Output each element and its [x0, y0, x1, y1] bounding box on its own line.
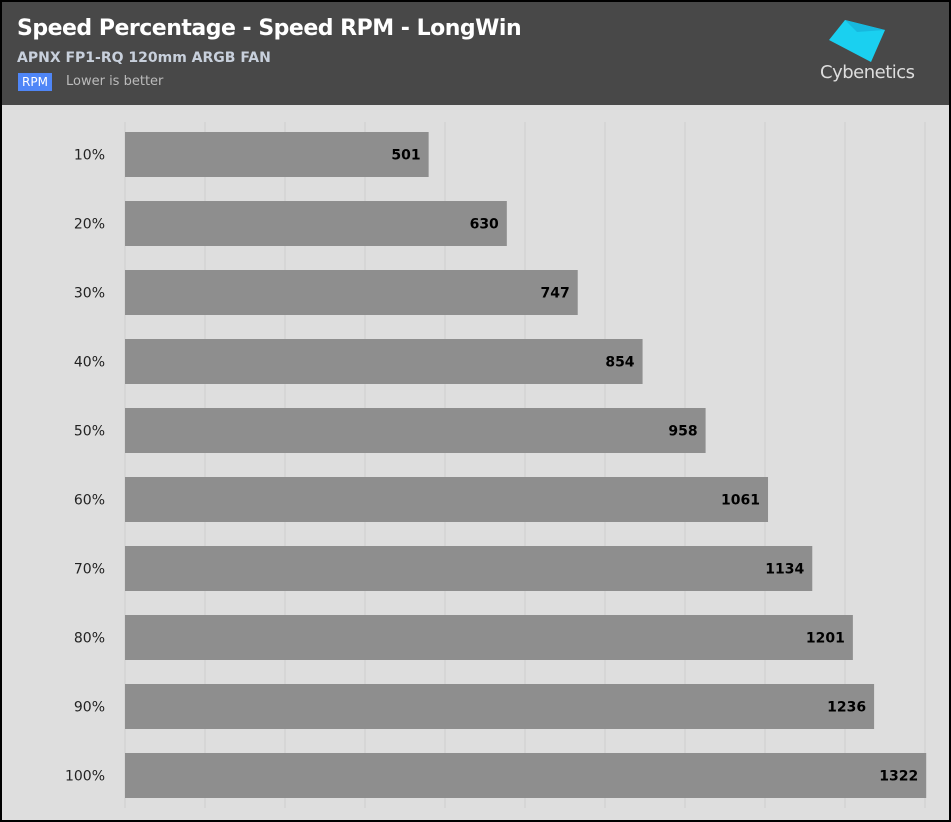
data-label: 1134 [765, 562, 804, 578]
cybenetics-logo-icon [829, 20, 885, 62]
chart-title: Speed Percentage - Speed RPM - LongWin [17, 16, 522, 41]
bar [125, 684, 875, 729]
chart-header: Speed Percentage - Speed RPM - LongWin A… [2, 2, 949, 105]
bar [125, 270, 578, 315]
category-label: 60% [74, 493, 105, 509]
data-label: 747 [540, 286, 569, 302]
category-label: 30% [74, 286, 105, 302]
category-label: 40% [74, 355, 105, 371]
data-label: 630 [470, 217, 499, 233]
bar [125, 339, 643, 384]
bar [125, 132, 429, 177]
category-label: 80% [74, 631, 105, 647]
note-text: Lower is better [66, 74, 164, 89]
category-label: 10% [74, 148, 105, 164]
category-label: 20% [74, 217, 105, 233]
category-label: 50% [74, 424, 105, 440]
bar [125, 615, 853, 660]
data-label: 1236 [827, 700, 866, 716]
bar [125, 546, 813, 591]
bar [125, 201, 507, 246]
category-label: 100% [65, 769, 105, 785]
data-label: 1061 [721, 493, 760, 509]
bar [125, 477, 769, 522]
data-label: 958 [668, 424, 697, 440]
data-label: 1201 [806, 631, 845, 647]
bar [125, 753, 927, 798]
category-label: 70% [74, 562, 105, 578]
chart-subtitle: APNX FP1-RQ 120mm ARGB FAN [17, 50, 271, 66]
bar [125, 408, 706, 453]
logo-text: Cybenetics [820, 62, 915, 83]
unit-badge: RPM [18, 73, 52, 91]
data-label: 501 [391, 148, 420, 164]
category-label: 90% [74, 700, 105, 716]
data-label: 854 [605, 355, 634, 371]
data-label: 1322 [879, 769, 918, 785]
